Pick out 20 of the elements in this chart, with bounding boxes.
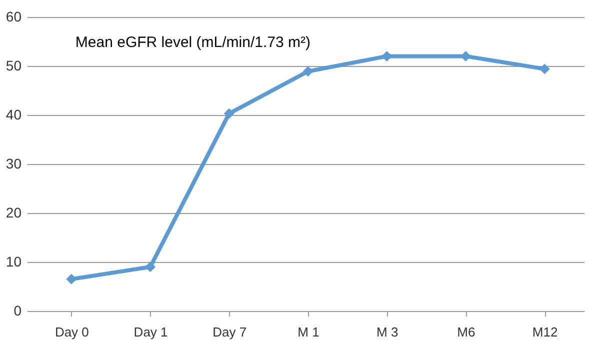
y-tick-label: 30 xyxy=(6,156,22,172)
y-tick-label: 0 xyxy=(14,302,22,318)
point xyxy=(224,108,234,119)
x-tick-label: Day 1 xyxy=(134,324,168,340)
point xyxy=(539,64,550,74)
x-tick-label: M12 xyxy=(532,324,558,340)
x-tick-label: M 3 xyxy=(376,324,398,340)
x-tick-label: Day 7 xyxy=(212,324,247,340)
text: Mean eGFR level (mL/min/1.73 m²) xyxy=(75,34,311,51)
x-tick-label: M 1 xyxy=(298,324,320,340)
point xyxy=(302,66,314,77)
y-tick-label: 20 xyxy=(6,204,22,220)
y-tick-label: 40 xyxy=(6,106,22,122)
y-tick-label: 10 xyxy=(6,254,22,270)
x-tick-label: M6 xyxy=(457,324,476,340)
y-tick-label: 60 xyxy=(6,8,22,24)
x-tick-label: Day 0 xyxy=(54,324,89,340)
point xyxy=(66,274,77,284)
y-tick-label: 50 xyxy=(6,58,22,74)
point xyxy=(145,262,156,272)
